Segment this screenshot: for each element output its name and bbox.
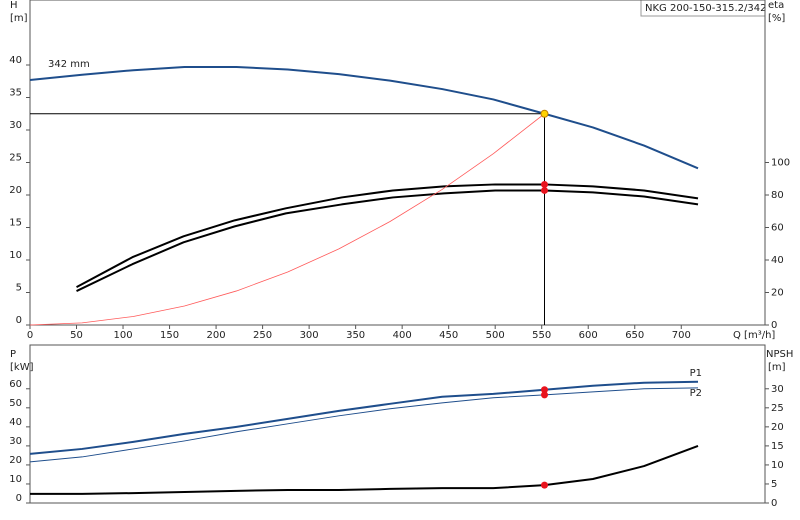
y2-tick-label: 60: [771, 223, 784, 234]
y2-tick-label: 0: [771, 498, 777, 509]
y-tick-label: 20: [9, 185, 22, 196]
x-tick-label: 450: [439, 330, 458, 341]
series-line: [76, 189, 699, 292]
series-line: [29, 387, 699, 463]
x-tick-label: 0: [27, 330, 33, 341]
plot-frame: [29, 344, 766, 504]
y-tick-label: 25: [9, 153, 22, 164]
y2-axis-unit: [%]: [768, 13, 785, 24]
y-tick-label: 10: [9, 250, 22, 261]
series-label: 342 mm: [48, 59, 90, 70]
y-tick-label: 30: [9, 120, 22, 131]
y-tick-label: 35: [9, 88, 22, 99]
y-tick-label: 5: [16, 283, 22, 294]
x-tick-label: 350: [346, 330, 365, 341]
y2-axis-unit: [m]: [768, 362, 786, 373]
y2-tick-label: 10: [771, 460, 784, 471]
series-line: [29, 65, 699, 170]
series-line: [29, 380, 699, 455]
y-tick-label: 50: [9, 398, 22, 409]
x-tick-label: 250: [253, 330, 272, 341]
series-line: [30, 444, 699, 495]
x-tick-label: 150: [160, 330, 179, 341]
series-label: P2: [690, 388, 702, 399]
y2-tick-label: 0: [771, 320, 777, 331]
y2-tick-label: 5: [771, 479, 777, 490]
y2-tick-label: 20: [771, 288, 784, 299]
series-line: [76, 183, 699, 289]
x-tick-label: 650: [625, 330, 644, 341]
point-marker: [541, 386, 548, 394]
y-tick-label: 0: [16, 493, 22, 504]
x-tick-label: 400: [393, 330, 412, 341]
x-tick-label: 700: [672, 330, 691, 341]
y2-tick-label: 40: [771, 255, 784, 266]
y-tick-label: 40: [9, 417, 22, 428]
y-tick-label: 0: [16, 315, 22, 326]
y-axis-label: P: [10, 349, 16, 360]
series-label: P1: [690, 368, 702, 379]
operating-point: [540, 109, 549, 118]
y-tick-label: 20: [9, 455, 22, 466]
point-marker: [541, 391, 548, 399]
x-tick-label: 100: [113, 330, 132, 341]
point-marker: [541, 180, 548, 188]
y-tick-label: 40: [9, 55, 22, 66]
x-tick-label: 600: [579, 330, 598, 341]
y2-tick-label: 100: [771, 158, 790, 169]
y-axis-label: H: [10, 0, 18, 11]
series-line: [29, 113, 545, 326]
y2-tick-label: 25: [771, 403, 784, 414]
x-tick-label: 500: [486, 330, 505, 341]
y2-axis-label: NPSH: [766, 349, 793, 360]
x-axis-label: Q [m³/h]: [733, 330, 775, 341]
y-tick-label: 60: [9, 379, 22, 390]
x-tick-label: 300: [300, 330, 319, 341]
x-tick-label: 550: [532, 330, 551, 341]
y2-axis-label: eta: [768, 0, 784, 11]
x-tick-label: 200: [207, 330, 226, 341]
y-tick-label: 10: [9, 474, 22, 485]
y2-tick-label: 30: [771, 384, 784, 395]
chart-title: NKG 200-150-315.2/342: [645, 3, 766, 14]
y-tick-label: 15: [9, 218, 22, 229]
x-tick-label: 50: [70, 330, 83, 341]
point-marker: [541, 481, 548, 489]
y2-tick-label: 15: [771, 441, 784, 452]
y-axis-unit: [m]: [10, 13, 28, 24]
y2-tick-label: 80: [771, 190, 784, 201]
plot-frame: [29, 0, 766, 326]
y-tick-label: 30: [9, 436, 22, 447]
y2-tick-label: 20: [771, 422, 784, 433]
point-marker: [541, 186, 548, 194]
y-axis-unit: [kW]: [10, 362, 34, 373]
